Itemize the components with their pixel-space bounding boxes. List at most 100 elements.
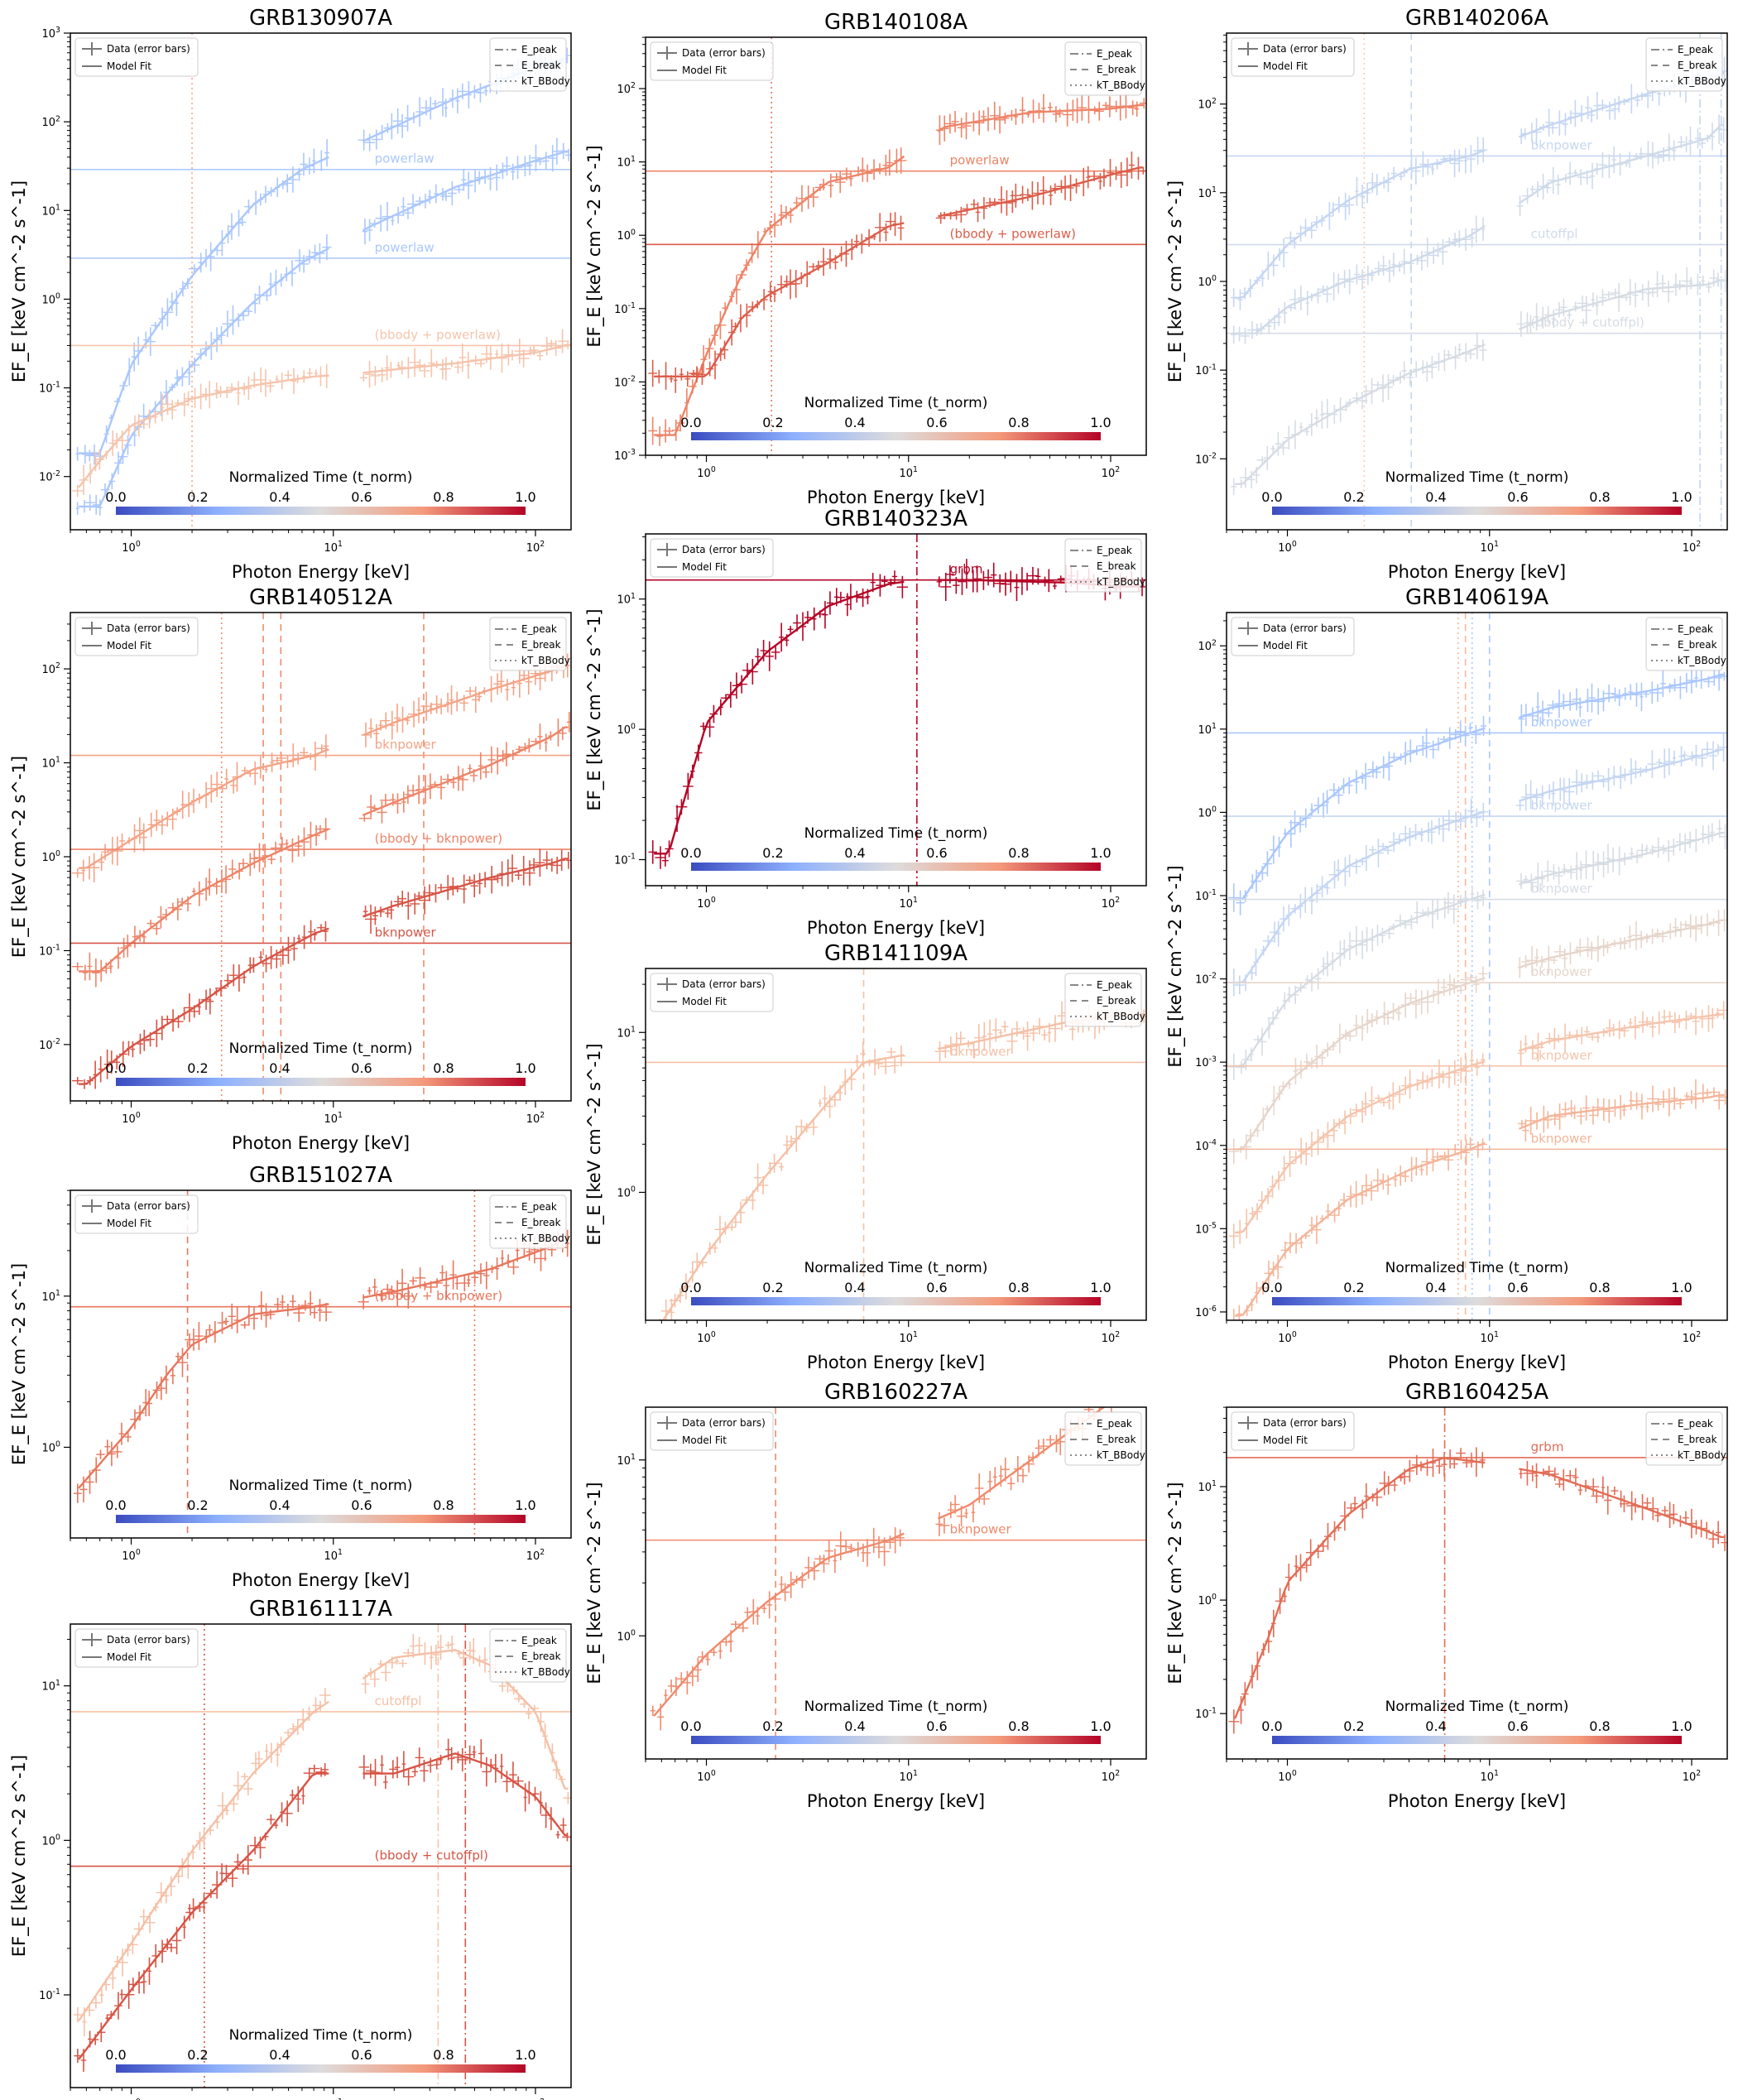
colorbar-tick-label: 0.8 [1589,1718,1610,1734]
x-tick-label: 100 [122,1548,141,1563]
colorbar-gradient [691,1297,1101,1305]
y-tick-label: 101 [617,592,636,607]
legend-box [1645,1411,1723,1466]
x-tick-label: 101 [900,465,919,480]
model-fit-curve [362,726,569,816]
series-label: bknpower [375,925,437,939]
legend-ebreak-label: E_break [1097,995,1136,1007]
colorbar-tick-label: 0.2 [762,1280,783,1295]
y-tick-label: 102 [1198,638,1217,653]
axes-frame [1226,612,1728,1321]
x-axis-label: Photon Energy [keV] [232,562,410,582]
x-tick-label: 100 [1278,1769,1297,1784]
y-tick-label: 101 [1198,722,1217,737]
axes-frame [70,612,572,1102]
series-data-points [1230,56,1727,310]
legend-data-label: Data (error bars) [107,622,190,634]
colorbar-gradient [1272,1297,1682,1305]
plot-area: (bbody + bknpower) [70,1190,571,1538]
legend-model-label: Model Fit [682,1434,727,1446]
colorbar-gradient [116,1515,526,1523]
x-tick-label: 101 [324,1111,343,1126]
legend-data-model: Data (error bars) Model Fit [1231,37,1355,77]
colorbar-gradient [691,1736,1101,1744]
colorbar-tick-label: 0.2 [762,845,783,861]
chart-panel-grb140108a: powerlaw (bbody + powerlaw) GRB140108A 100 1… [584,10,1147,507]
x-tick-label: 100 [1278,540,1297,555]
x-tick-label: 101 [900,1330,919,1345]
legend-epeak-label: E_peak [1097,979,1132,991]
y-tick-label: 10-3 [1195,1055,1217,1069]
legend-kt-label: kT_BBody [1678,1449,1726,1461]
colorbar-tick-label: 0.0 [105,489,126,505]
model-fit-curve [79,247,329,508]
y-tick-label: 100 [617,1185,636,1200]
legend-ebreak-label: E_break [1097,560,1136,572]
y-axis-label: EF_E [keV cm^-2 s^-1] [584,145,605,347]
model-fit-curve [1235,810,1486,984]
colorbar-label: Normalized Time (t_norm) [804,1260,988,1276]
plot-area: bknpower (bbody + bknpower) bknpower [70,613,571,1101]
colorbar: Normalized Time (t_norm) 0.0 0.2 0.4 0.6 0.8 1… [680,395,1111,440]
legend-data-model: Data (error bars) Model Fit [650,538,774,578]
colorbar-tick-label: 0.4 [269,489,290,505]
series-data-points [74,1634,571,2037]
y-tick-label: 100 [1198,274,1217,289]
model-fit-curve [1519,673,1725,719]
model-fit-curve [1519,748,1725,802]
legend-box [1645,37,1723,92]
x-axis-label: Photon Energy [keV] [807,918,985,938]
y-tick-label: 10-1 [39,944,60,959]
chart-panel-grb141109a: bknpower GRB141109A 100 101 102 100 101 Photon … [584,941,1147,1372]
colorbar-label: Normalized Time (t_norm) [1385,1260,1569,1276]
colorbar: Normalized Time (t_norm) 0.0 0.2 0.4 0.6 0.8 1… [1261,1699,1692,1744]
legend-data-model: Data (error bars) Model Fit [650,1411,774,1451]
colorbar-label: Normalized Time (t_norm) [1385,469,1569,486]
series-label: bknpower [1531,714,1593,729]
legend-kt-label: kT_BBody [1097,79,1145,91]
colorbar-tick-label: 0.4 [844,415,865,430]
x-axis-label: Photon Energy [keV] [807,488,985,507]
axes-frame [645,36,1147,456]
colorbar-label: Normalized Time (t_norm) [1385,1699,1569,1715]
y-tick-label: 100 [1198,805,1217,820]
series-data-points [73,1229,570,1503]
x-tick-label: 100 [697,1769,716,1784]
legend-kt-label: kT_BBody [1678,75,1726,87]
legend-data-model: Data (error bars) Model Fit [650,973,774,1012]
colorbar-tick-label: 1.0 [1090,415,1111,430]
legend-box [74,1194,199,1234]
y-tick-label: 10-1 [614,853,636,867]
legend-data-model: Data (error bars) Model Fit [1231,1411,1355,1451]
model-fit-curve [362,344,569,374]
legend-model-label: Model Fit [107,60,151,72]
legend-data-label: Data (error bars) [1263,43,1347,55]
model-fit-curve [79,828,329,973]
model-fit-curve [654,155,905,436]
colorbar-tick-label: 0.4 [844,845,865,861]
colorbar-tick-label: 0.2 [762,1718,783,1734]
colorbar-tick-label: 1.0 [1090,1280,1111,1295]
chart-panel-grb160425a: grbm GRB160425A 100 101 102 10-1 100 101 Photon … [1165,1380,1728,1811]
plot-area: grbm [646,534,1146,886]
chart-title: GRB140619A [1405,585,1548,610]
series-label: bknpower [1531,137,1593,152]
legend-ebreak-label: E_break [521,60,561,71]
model-fit-curve [1235,1141,1486,1317]
series-data-points [1228,1079,1727,1320]
colorbar-tick-label: 0.8 [1589,489,1610,505]
plot-area: bknpower bknpower bknpower bknpower bknpower… [1227,613,1727,1320]
colorbar-tick-label: 0.4 [844,1280,865,1295]
x-tick-label: 101 [1481,540,1500,555]
legend-epeak-label: E_peak [1678,44,1713,55]
legend-epeak-label: E_peak [521,623,557,635]
y-axis-label: EF_E [keV cm^-2 s^-1] [584,608,605,810]
legend-data-model: Data (error bars) Model Fit [74,1194,199,1234]
y-tick-label: 10-2 [614,375,636,390]
model-fit-curve [1235,893,1486,1067]
legend-epeak-label: E_peak [1678,1418,1713,1430]
x-tick-label: 102 [526,1111,545,1126]
legend-features: E_peak E_break kT_BBody [1645,1411,1726,1466]
x-axis-label: Photon Energy [keV] [1388,1353,1566,1372]
chart-panel-grb140206a: bknpower cutoffpl (bbody + cutoffpl) GRB140… [1165,6,1728,582]
